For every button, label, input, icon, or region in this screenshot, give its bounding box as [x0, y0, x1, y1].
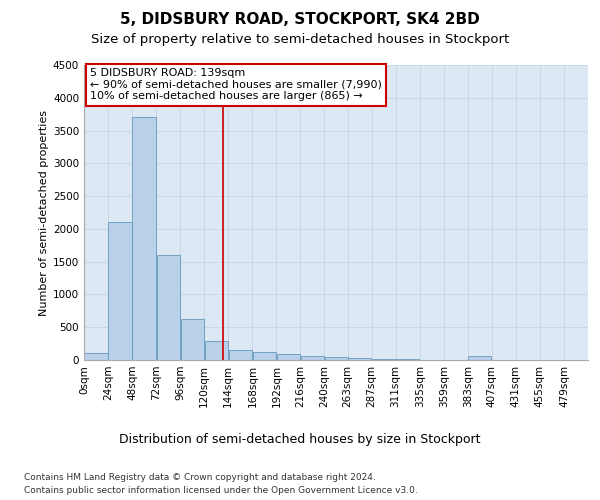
- Text: 5, DIDSBURY ROAD, STOCKPORT, SK4 2BD: 5, DIDSBURY ROAD, STOCKPORT, SK4 2BD: [120, 12, 480, 28]
- Y-axis label: Number of semi-detached properties: Number of semi-detached properties: [39, 110, 49, 316]
- Bar: [85, 354, 107, 360]
- Text: Contains public sector information licensed under the Open Government Licence v3: Contains public sector information licen…: [24, 486, 418, 495]
- Bar: [468, 356, 491, 360]
- Bar: [277, 354, 300, 360]
- Bar: [133, 118, 156, 360]
- Bar: [325, 358, 348, 360]
- Bar: [181, 318, 204, 360]
- Bar: [253, 352, 276, 360]
- Text: Size of property relative to semi-detached houses in Stockport: Size of property relative to semi-detach…: [91, 32, 509, 46]
- Bar: [109, 222, 131, 360]
- Bar: [372, 359, 395, 360]
- Bar: [301, 356, 324, 360]
- Bar: [396, 359, 419, 360]
- Bar: [205, 341, 228, 360]
- Text: 5 DIDSBURY ROAD: 139sqm
← 90% of semi-detached houses are smaller (7,990)
10% of: 5 DIDSBURY ROAD: 139sqm ← 90% of semi-de…: [90, 68, 382, 102]
- Text: Contains HM Land Registry data © Crown copyright and database right 2024.: Contains HM Land Registry data © Crown c…: [24, 472, 376, 482]
- Bar: [229, 350, 252, 360]
- Bar: [348, 358, 371, 360]
- Text: Distribution of semi-detached houses by size in Stockport: Distribution of semi-detached houses by …: [119, 432, 481, 446]
- Bar: [157, 255, 180, 360]
